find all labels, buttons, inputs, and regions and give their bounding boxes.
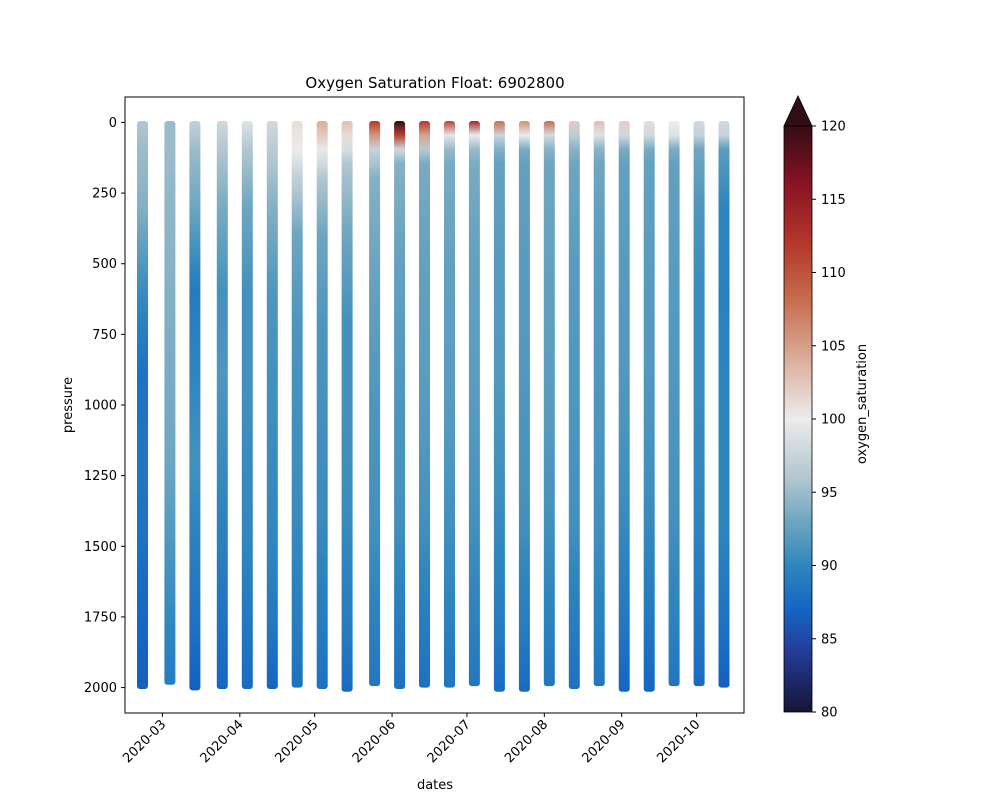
profile-column (444, 121, 455, 688)
profile-column (369, 121, 381, 687)
x-tick-label: 2020-03 (120, 717, 169, 766)
profile-column (137, 121, 148, 689)
colorbar-ticks: 80 85 90 95 100 105 110 115 120 (812, 120, 846, 721)
y-tick-label: 1750 (84, 610, 117, 625)
profile-column (419, 121, 430, 688)
x-tick-label: 2020-09 (580, 717, 629, 766)
y-axis-label: pressure (61, 377, 76, 433)
y-tick-label: 250 (92, 187, 117, 202)
profile-column (718, 121, 730, 688)
y-tick-label: 1500 (84, 540, 117, 555)
y-tick-label: 750 (92, 328, 117, 343)
x-tick-label: 2020-06 (350, 717, 399, 766)
profile-column (668, 121, 680, 687)
x-axis: 2020-03 2020-04 2020-05 2020-06 2020-07 2020-… (120, 713, 703, 766)
profile-column (593, 121, 605, 687)
y-axis: 0 250 500 750 1000 1250 1500 1750 2000 (84, 116, 125, 696)
x-tick-label: 2020-05 (272, 717, 321, 766)
profile-column (241, 121, 253, 689)
profile-column (643, 121, 655, 692)
x-tick-label: 2020-10 (654, 717, 703, 766)
profile-column (394, 121, 406, 689)
colorbar-tick-label: 100 (821, 413, 846, 428)
y-tick-label: 1250 (84, 469, 117, 484)
y-tick-label: 0 (109, 116, 117, 131)
profile-column (316, 121, 328, 689)
colorbar-tick-label: 90 (821, 559, 838, 574)
profile-column (468, 121, 480, 687)
colorbar-tick-label: 95 (821, 486, 838, 501)
profile-column (164, 121, 176, 685)
colorbar-tick-label: 105 (821, 339, 846, 354)
profile-column (341, 121, 353, 692)
y-tick-label: 500 (92, 257, 117, 272)
profile-column (568, 121, 580, 689)
x-axis-label: dates (417, 778, 453, 793)
colorbar-gradient (783, 125, 813, 713)
x-tick-label: 2020-04 (198, 717, 247, 766)
colorbar-tick-label: 110 (821, 266, 846, 281)
colorbar-extend-arrow (783, 95, 813, 127)
x-tick-label: 2020-07 (425, 717, 474, 766)
colorbar-tick-label: 115 (821, 193, 846, 208)
x-tick-label: 2020-08 (502, 717, 551, 766)
profile-column (216, 121, 228, 689)
profile-column (291, 121, 303, 688)
profile-column (266, 121, 278, 689)
profile-column (493, 121, 505, 692)
y-tick-label: 1000 (84, 399, 117, 414)
profile-column (189, 121, 201, 691)
colorbar-tick-label: 120 (821, 120, 846, 135)
plot-area (137, 121, 730, 692)
colorbar: 80 85 90 95 100 105 110 115 120 oxygen_saturatio… (783, 95, 870, 721)
colorbar-tick-label: 80 (821, 706, 838, 721)
colorbar-label: oxygen_saturation (855, 344, 870, 464)
profile-column (618, 121, 630, 692)
chart-title: Oxygen Saturation Float: 6902800 (305, 74, 564, 92)
y-tick-label: 2000 (84, 681, 117, 696)
axes-frame (124, 96, 745, 714)
profile-column (543, 121, 555, 687)
colorbar-tick-label: 85 (821, 632, 838, 647)
profile-column (518, 121, 530, 692)
profile-column (693, 121, 705, 687)
